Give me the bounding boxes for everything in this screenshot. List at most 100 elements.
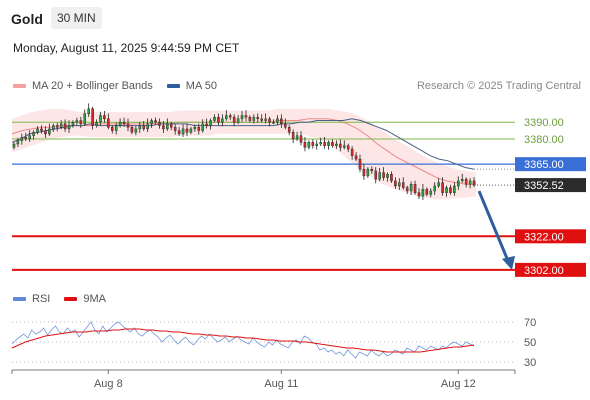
candle [280,114,283,128]
candle [193,124,197,132]
instrument-title: Gold [11,11,43,27]
forecast-arrow-head [502,255,515,270]
candle [464,177,468,188]
candle [87,103,90,117]
candle [441,177,444,196]
ma50-line [11,118,475,170]
candle [16,137,20,148]
x-tick-label: Aug 12 [441,378,476,390]
candle [173,124,177,135]
candle [130,125,134,135]
candle [323,136,326,149]
support-label-3302.00: 3302.00 [524,265,564,277]
candle [331,139,334,148]
candle [319,137,322,147]
candle [138,121,142,133]
ma50-label: MA 50 [185,80,217,92]
timeframe-badge[interactable]: 30 MIN [51,7,102,29]
candle [217,113,220,126]
candle [390,171,393,183]
rsi-label: RSI [32,293,51,305]
forecast-arrow-shaft [477,190,510,262]
candle [150,118,153,128]
x-tick-label: Aug 11 [264,378,298,390]
candle [28,130,31,143]
candle [276,115,279,126]
candle [205,118,208,129]
rsi-swatch [13,297,26,301]
candle [248,115,252,123]
candle [445,185,448,197]
candle [40,125,43,134]
candle [99,111,102,126]
candle [162,121,165,133]
candle [244,110,248,122]
candle [91,106,94,130]
candle [181,124,185,137]
rsi-ma9-line [11,328,475,353]
candle [36,126,39,135]
candle [59,120,63,130]
candle [362,163,366,180]
bollinger-band-area [12,108,476,200]
candle [126,118,130,132]
timestamp: Monday, August 11, 2025 9:44:59 PM CET [13,41,240,55]
candle [260,114,263,123]
candle [398,178,401,190]
candle [433,182,436,196]
candle [20,133,24,145]
ma9-label: 9MA [83,293,106,305]
support-tag-3322.00 [515,229,586,244]
candle [409,181,413,196]
candle [169,121,173,131]
ma20-bollinger-label: MA 20 + Bollinger Bands [32,80,153,92]
candle [366,167,370,178]
candle [177,126,181,136]
candle [429,188,433,198]
candle [327,140,330,150]
candle [24,132,28,141]
ma50-swatch [166,84,180,88]
candle [272,119,275,125]
candle [209,118,212,130]
candle [405,185,409,195]
candle [386,172,389,182]
ma20-bollinger-swatch [13,84,26,88]
candle [468,178,472,189]
candle [122,117,126,127]
candle [95,119,98,128]
candle [118,118,122,128]
candle [228,113,232,121]
candle [79,116,83,128]
candle [201,119,204,133]
candle [358,154,362,173]
rsi-legend: RSI 9MA [13,293,106,305]
rsi-line [11,321,475,359]
candle [295,131,299,141]
support-tag-3302.00 [515,262,586,277]
candle [291,129,295,144]
candle [382,167,385,181]
candle [346,143,350,153]
candle [110,125,114,134]
candle [374,167,378,184]
x-tick-label: Aug 8 [94,378,123,390]
candle [417,188,421,200]
rsi-tick-50: 50 [524,337,536,349]
candle [213,114,216,123]
ma9-swatch [64,297,78,301]
candle [225,110,228,121]
resistance-tag-3365.00 [515,157,586,172]
candle [437,178,440,188]
candle [189,126,193,135]
candle [394,177,397,189]
candle [299,131,303,146]
research-credit: Research © 2025 Trading Central [416,80,581,92]
candle [48,123,51,136]
candle [460,173,464,183]
candle [252,114,256,124]
candle [339,139,342,152]
candle [264,113,267,124]
resistance-label-3390.00: 3390.00 [524,117,564,129]
